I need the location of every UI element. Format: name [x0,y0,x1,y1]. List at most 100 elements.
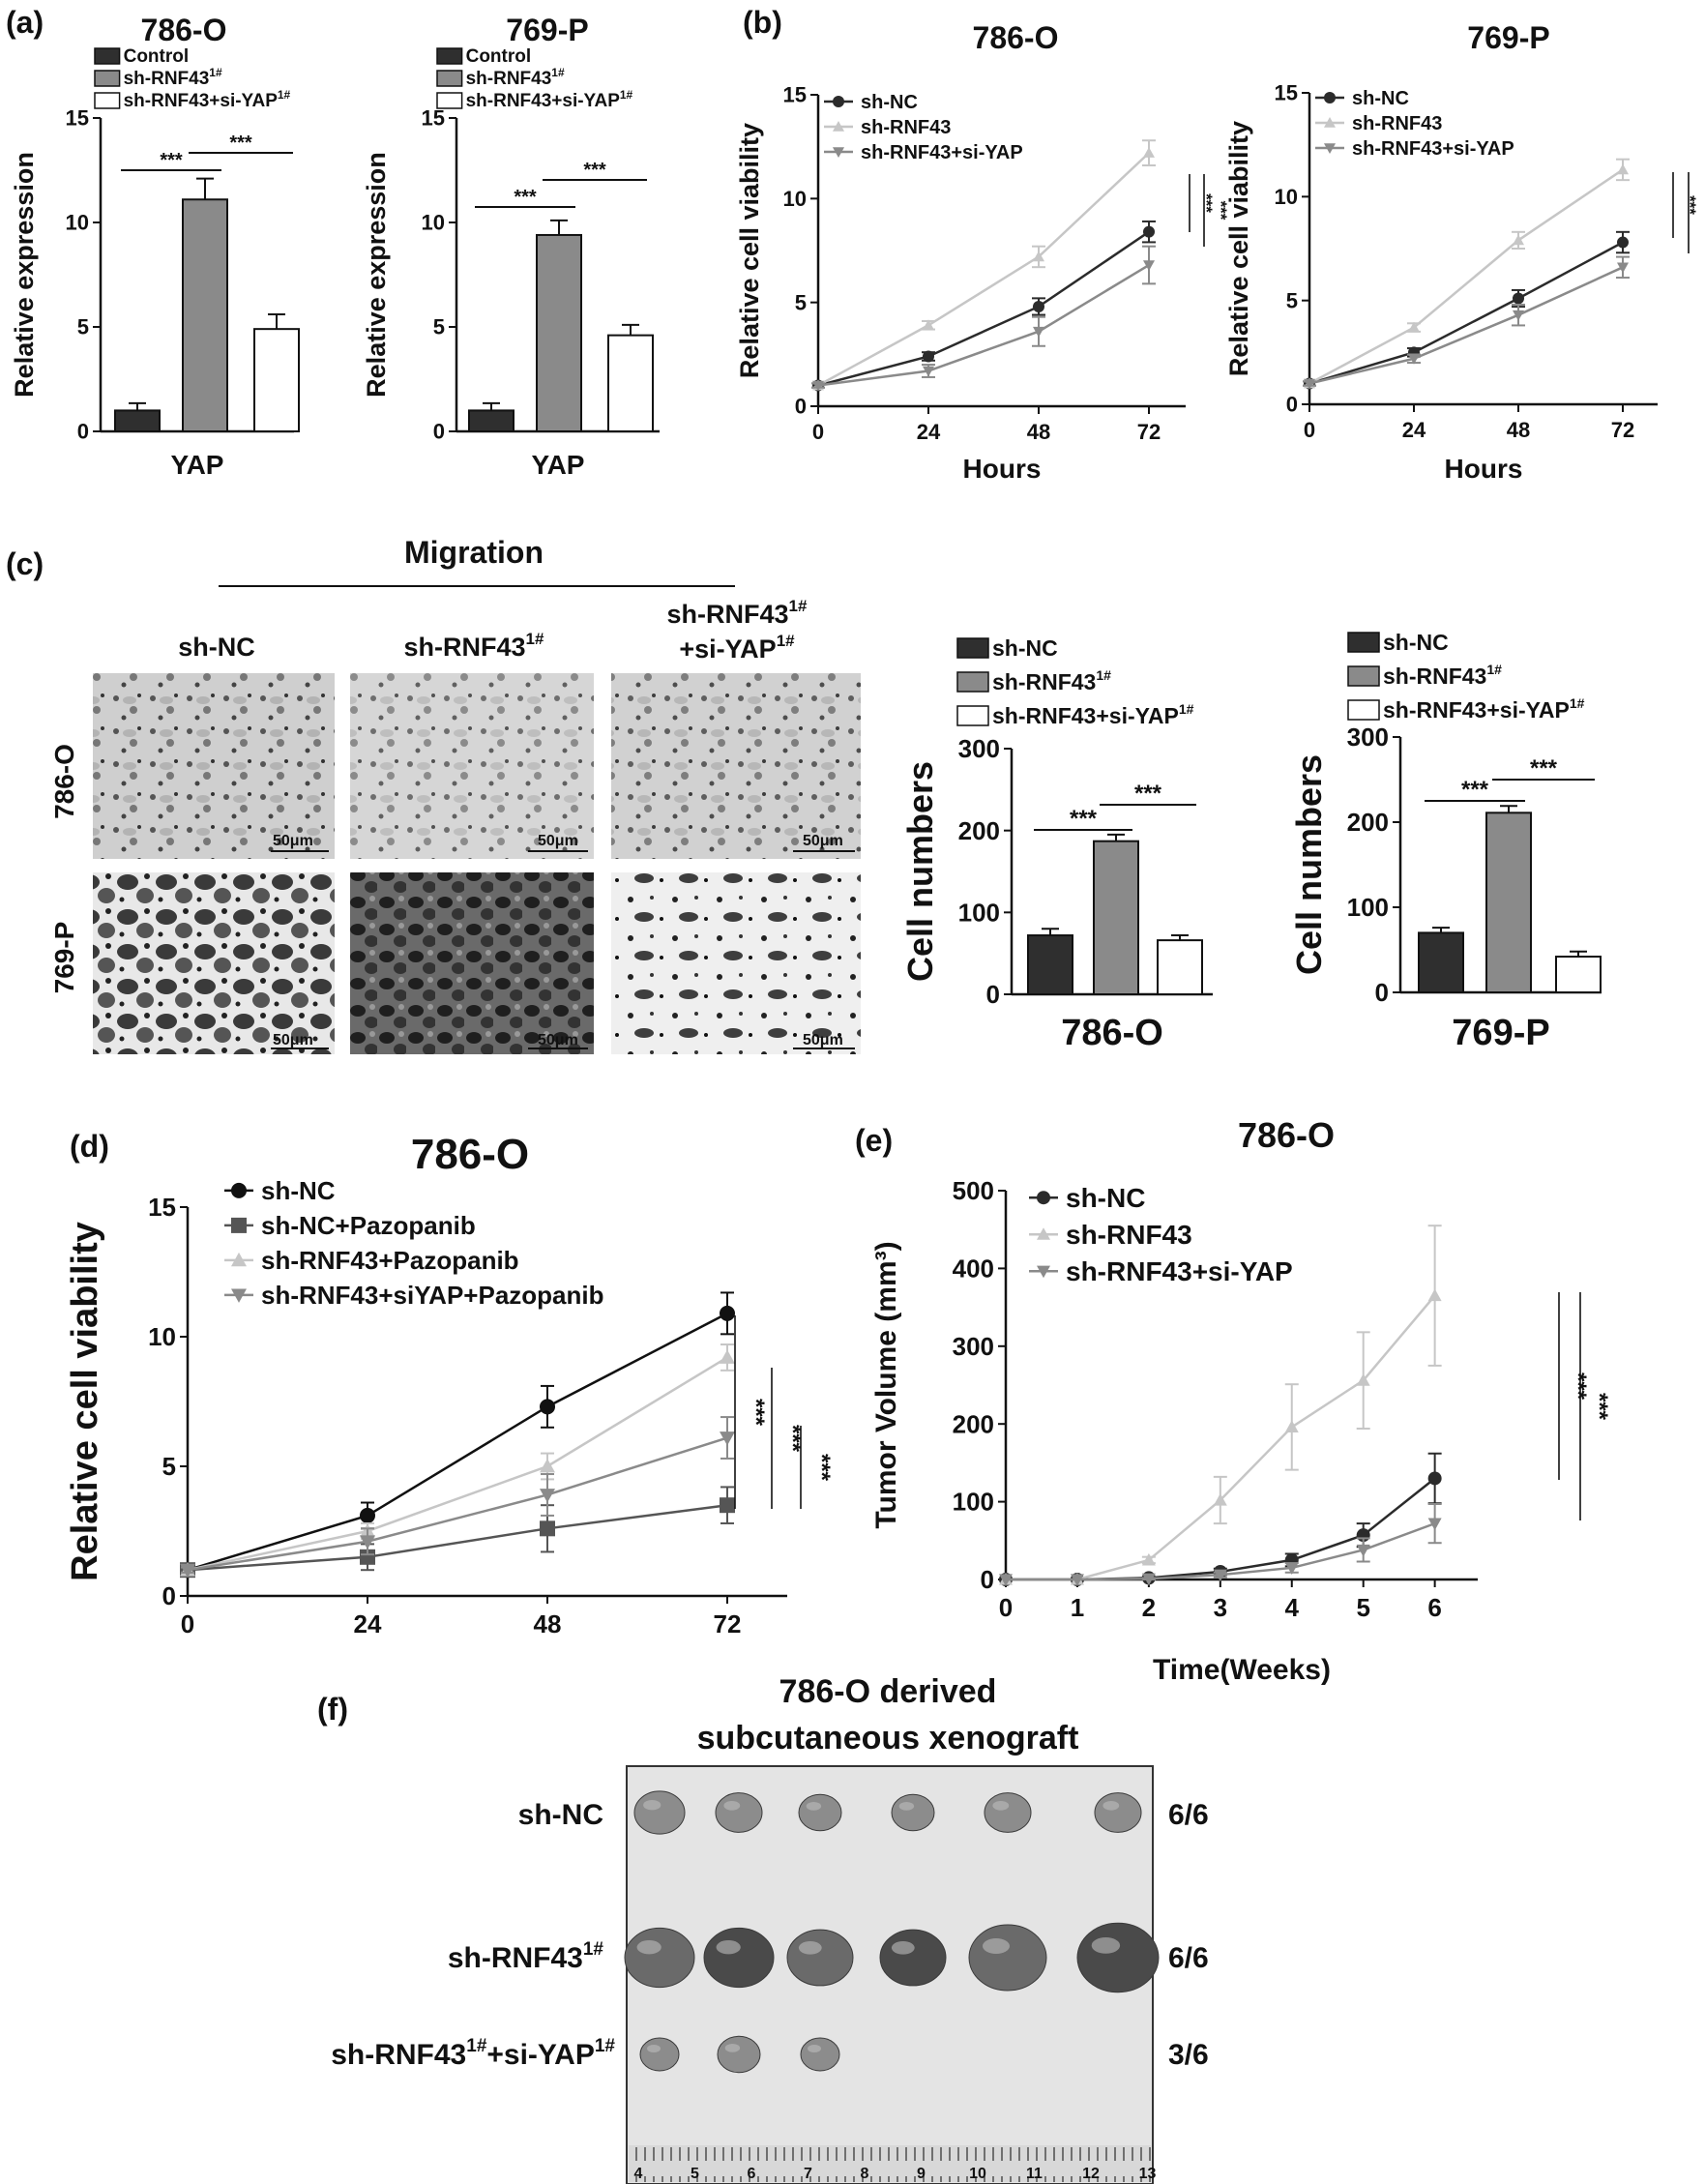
data-point [360,1507,375,1523]
x-tick-label: 72 [1611,418,1634,442]
legend-marker [833,96,844,107]
tumor-highlight [643,1800,661,1811]
data-point [1427,1518,1442,1531]
series-line [817,263,1150,387]
y-axis-label: Relative cell viability [735,123,764,378]
data-point [1143,260,1155,272]
row-label-786-o: 786-O [49,744,79,819]
legend-label: sh-RNF431# [1383,662,1502,689]
tumor-count-sh-nc: 6/6 [1168,1799,1209,1831]
data-point [1143,225,1155,238]
data-point [540,1520,555,1537]
significance-label: *** [583,160,606,181]
group-label-sh-rnf43: sh-RNF431# [448,1939,604,1974]
y-tick-label: 5 [433,315,445,339]
panel-label-b: (b) [743,5,782,40]
significance-label: *** [1212,201,1230,221]
ruler-number: 6 [748,2166,756,2182]
legend-label: sh-RNF43+si-YAP [1066,1256,1293,1286]
tumor [786,1929,854,1987]
series-line [817,230,1150,387]
bar [536,233,582,432]
data-point [360,1535,375,1549]
tumor-count-sh-rnf43: 6/6 [1168,1942,1209,1974]
tumor [984,1792,1032,1833]
x-axis-label: Time(Weeks) [1153,1654,1331,1686]
line-chart-b2: 769-P 0 5 10 15 0 24 48 72 sh-NC sh-RNF43 sh-RNF43+… [1224,20,1705,484]
legend-marker [231,1252,247,1267]
x-tick-label: 24 [354,1609,382,1638]
significance-label: *** [1530,755,1558,782]
bar [1093,840,1139,995]
legend-label: sh-RNF431# [466,66,565,89]
legend-label: sh-RNF43+siYAP+Pazopanib [261,1281,604,1310]
data-point [1513,234,1524,246]
x-tick-label: 72 [1137,420,1161,444]
series-line [187,1312,728,1572]
scale-bar-label: 50μm [273,1032,313,1048]
x-tick-label: 0 [999,1593,1013,1622]
tumor [798,1793,842,1832]
tumor [879,1929,947,1987]
legend-label: sh-RNF43+Pazopanib [261,1246,519,1275]
data-point [812,380,824,392]
chart-title: 769-P [1467,20,1549,55]
tumor-highlight [1091,1937,1121,1954]
micrograph-786o-si-yap [611,673,861,859]
legend-label: sh-RNF43+si-YAP1# [1383,695,1585,723]
chart-title: 769-P [506,13,588,47]
y-axis-label: Relative cell viability [65,1222,105,1581]
xenograft-title-line2: subcutaneous xenograft [697,1720,1079,1756]
legend-swatch [1347,699,1380,721]
significance-label: *** [1681,195,1699,215]
ruler-number: 11 [1026,2166,1043,2182]
legend-swatch [94,70,121,87]
y-tick-label: 0 [1375,978,1389,1007]
bar [1418,931,1464,994]
bar [114,409,161,432]
ruler-number: 5 [691,2166,699,2182]
bar [253,328,300,432]
bar [1485,812,1532,993]
tumor [633,1790,686,1835]
x-tick-label: 6 [1427,1593,1441,1622]
data-point [720,1497,735,1514]
panel-label-c: (c) [6,546,44,581]
tumor [800,2037,840,2072]
bar [1157,939,1203,995]
scale-bars: 50μm 50μm 50μm 50μm 50μm 50μm [271,833,855,1049]
x-tick-label: 48 [1507,418,1530,442]
tumor [1076,1922,1160,1993]
y-tick-label: 200 [1347,808,1389,837]
significance-label: *** [1197,193,1216,213]
y-tick-label: 15 [66,106,89,131]
legend-marker [1324,92,1336,103]
x-tick-label: 3 [1214,1593,1227,1622]
scale-bar-label: 50μm [538,1032,578,1048]
xenograft-title-line1: 786-O derived [779,1673,997,1710]
data-point [1284,1562,1299,1575]
group-label-sh-rnf43-si-yap: sh-RNF431#+si-YAP1# [331,2036,615,2071]
x-tick-label: 5 [1356,1593,1369,1622]
y-tick-label: 10 [148,1322,176,1351]
y-tick-label: 15 [1275,81,1298,105]
legend-swatch [94,92,121,109]
tumor-highlight [992,1801,1010,1811]
data-point [720,1305,735,1321]
data-point [540,1489,555,1503]
chart-caption: 769-P [1452,1013,1549,1053]
y-tick-label: 100 [1347,893,1389,922]
legend-label: sh-RNF43+si-YAP1# [124,88,291,111]
legend-swatch [956,671,989,693]
x-tick-label: 1 [1071,1593,1084,1622]
bar [1555,956,1602,993]
series-line [187,1503,728,1572]
legend-swatch [1347,665,1380,687]
chart-title: 786-O [973,20,1059,55]
legend-marker [1037,1265,1050,1279]
line-chart-b1: 786-O 0 5 10 15 0 24 48 72 sh-NC sh-RNF43 sh-RNF43+… [735,20,1230,484]
legend-swatch [436,47,463,65]
col-header-sh-rnf43: sh-RNF431# [404,630,544,662]
